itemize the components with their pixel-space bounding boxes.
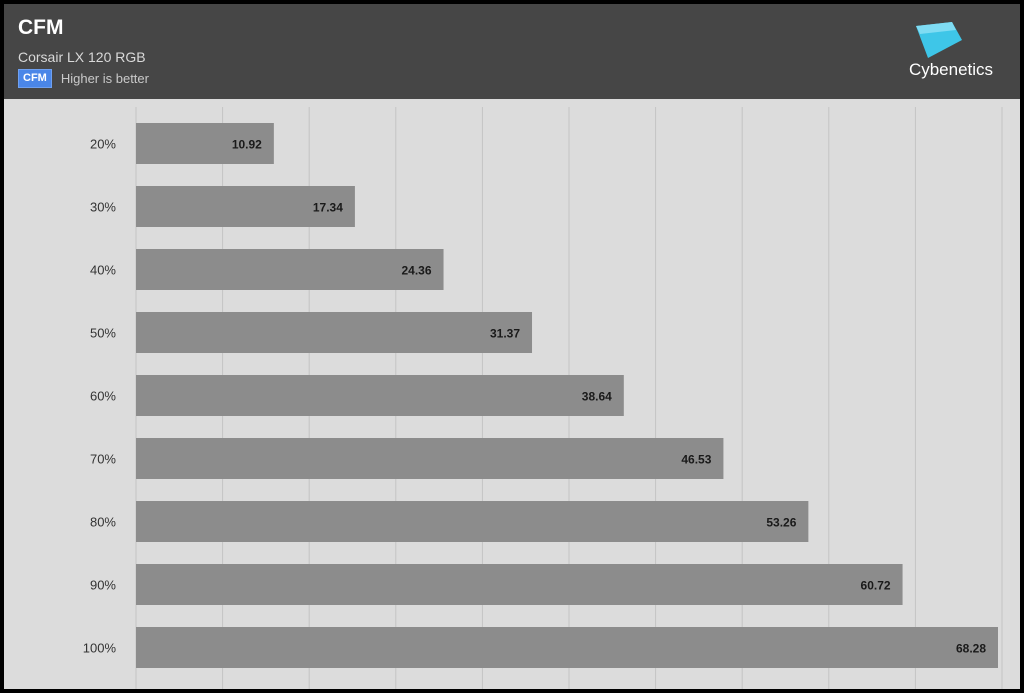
y-tick-label: 30% xyxy=(90,200,116,215)
bar-value-label: 68.28 xyxy=(956,642,986,656)
chart-frame: CFM Corsair LX 120 RGB CFM Higher is bet… xyxy=(4,4,1020,689)
bar-value-label: 38.64 xyxy=(582,390,612,404)
chart-header: CFM Corsair LX 120 RGB CFM Higher is bet… xyxy=(4,4,1020,99)
bar-value-label: 24.36 xyxy=(402,264,432,278)
bar-value-label: 60.72 xyxy=(861,579,891,593)
y-tick-label: 70% xyxy=(90,452,116,467)
legend-note: Higher is better xyxy=(60,71,149,86)
cybenetics-logo-icon xyxy=(916,22,962,58)
bar xyxy=(136,186,355,227)
chart-subtitle: Corsair LX 120 RGB xyxy=(18,49,146,65)
y-tick-label: 100% xyxy=(83,641,117,656)
bar xyxy=(136,249,444,290)
legend: CFM Higher is better xyxy=(18,69,149,88)
bar xyxy=(136,627,998,668)
bar xyxy=(136,375,624,416)
logo-text: Cybenetics xyxy=(908,60,994,79)
y-tick-label: 20% xyxy=(90,137,116,152)
bar-value-label: 31.37 xyxy=(490,327,520,341)
bar xyxy=(136,123,274,164)
chart-title: CFM xyxy=(18,16,64,39)
legend-swatch-cfm: CFM xyxy=(18,69,52,88)
bar xyxy=(136,312,533,353)
bar-value-label: 53.26 xyxy=(766,516,796,530)
y-tick-label: 50% xyxy=(90,326,116,341)
y-tick-label: 40% xyxy=(90,263,116,278)
y-tick-label: 90% xyxy=(90,578,116,593)
bar xyxy=(136,438,724,479)
bar-value-label: 46.53 xyxy=(681,453,711,467)
y-tick-label: 80% xyxy=(90,515,116,530)
bar-value-label: 17.34 xyxy=(313,201,343,215)
bar xyxy=(136,564,903,605)
bar-value-label: 10.92 xyxy=(232,138,262,152)
bar-chart: 20% 10.92 30% 17.34 40% 24.36 50% 31.37 60% 38.64… xyxy=(83,107,1003,689)
cybenetics-logo: Cybenetics xyxy=(896,18,1006,88)
y-tick-label: 60% xyxy=(90,389,116,404)
bar xyxy=(136,501,809,542)
